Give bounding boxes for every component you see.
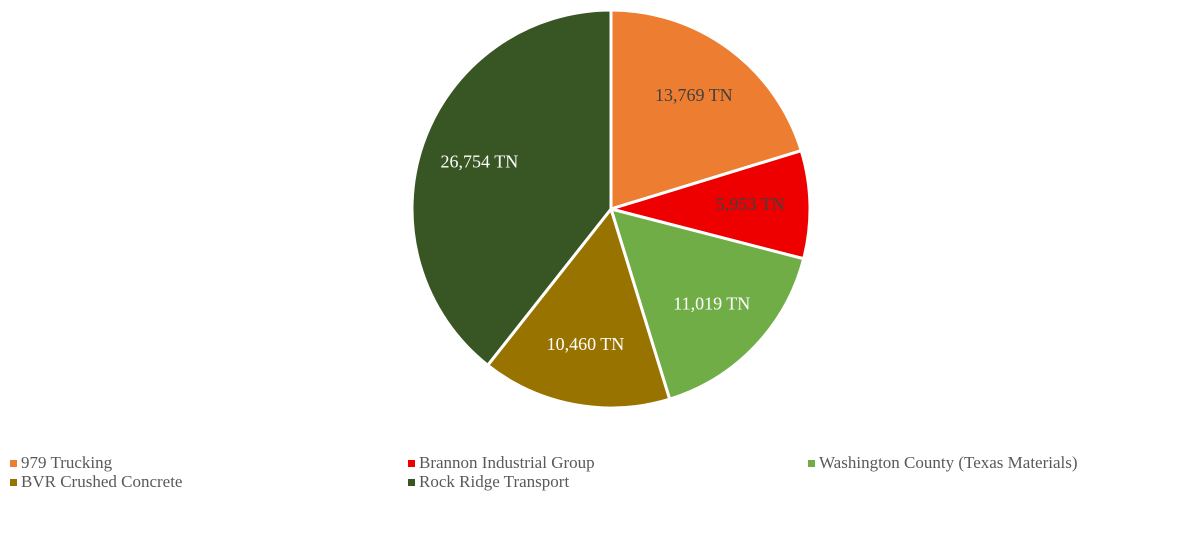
- data-label: 10,460 TN: [547, 334, 625, 354]
- legend-swatch: [408, 460, 415, 467]
- pie-slice: [608, 206, 806, 402]
- legend-swatch: [808, 460, 815, 467]
- legend-label: Washington County (Texas Materials): [819, 453, 1078, 472]
- data-label: 11,019 TN: [673, 293, 750, 313]
- legend-label: 979 Trucking: [21, 453, 113, 472]
- legend-swatch: [10, 479, 17, 486]
- pie-slice: [609, 8, 804, 212]
- pie-slice: [410, 8, 613, 368]
- data-label: 26,754 TN: [441, 151, 519, 171]
- legend-swatch: [408, 479, 415, 486]
- legend-label: Brannon Industrial Group: [419, 453, 595, 472]
- legend-label: BVR Crushed Concrete: [21, 472, 182, 491]
- data-label: 5,953 TN: [716, 194, 785, 214]
- pie-slice: [605, 148, 812, 261]
- pie-slice: [485, 205, 672, 410]
- legend-label: Rock Ridge Transport: [419, 472, 569, 491]
- legend-swatch: [10, 460, 17, 467]
- data-label: 13,769 TN: [655, 85, 733, 105]
